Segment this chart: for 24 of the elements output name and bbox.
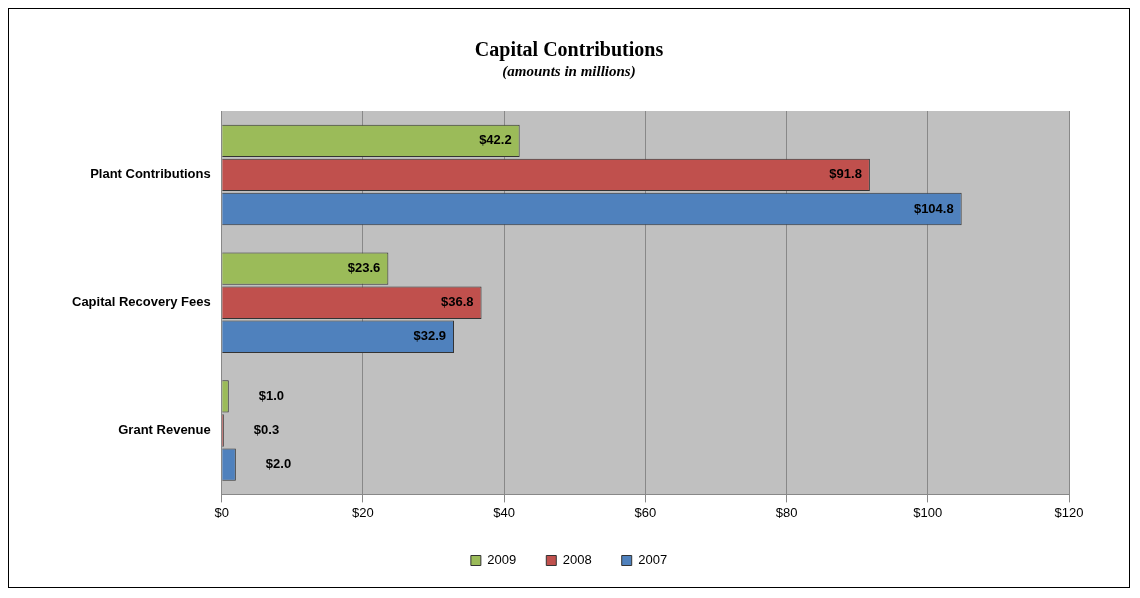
data-label: $104.8 [913, 200, 954, 216]
legend-label: 2009 [487, 552, 517, 568]
data-label: $91.8 [829, 166, 862, 182]
x-tick-label: $120 [1054, 504, 1084, 520]
chart-title: Capital Contributions [474, 38, 664, 62]
chart-subtitle: (amounts in millions) [502, 62, 636, 80]
data-label: $2.0 [265, 456, 292, 472]
data-label: $0.3 [253, 422, 280, 438]
x-tick-label: $80 [775, 504, 798, 520]
data-label: $36.8 [441, 294, 474, 310]
y-tick-label: Capital Recovery Fees [72, 294, 211, 310]
x-tick-label: $20 [352, 504, 374, 520]
legend-label: 2007 [638, 552, 668, 568]
data-label: $32.9 [413, 328, 447, 344]
legend-label: 2008 [562, 552, 592, 568]
x-tick-label: $40 [493, 504, 516, 520]
x-tick-label: $100 [913, 504, 943, 520]
y-tick-label: Grant Revenue [118, 422, 211, 438]
y-tick-label: Plant Contributions [90, 166, 211, 182]
data-label: $23.6 [347, 260, 381, 276]
x-tick-label: $0 [214, 504, 229, 520]
data-label: $42.2 [479, 132, 512, 148]
data-label: $1.0 [258, 388, 285, 403]
x-tick-label: $60 [634, 504, 657, 520]
